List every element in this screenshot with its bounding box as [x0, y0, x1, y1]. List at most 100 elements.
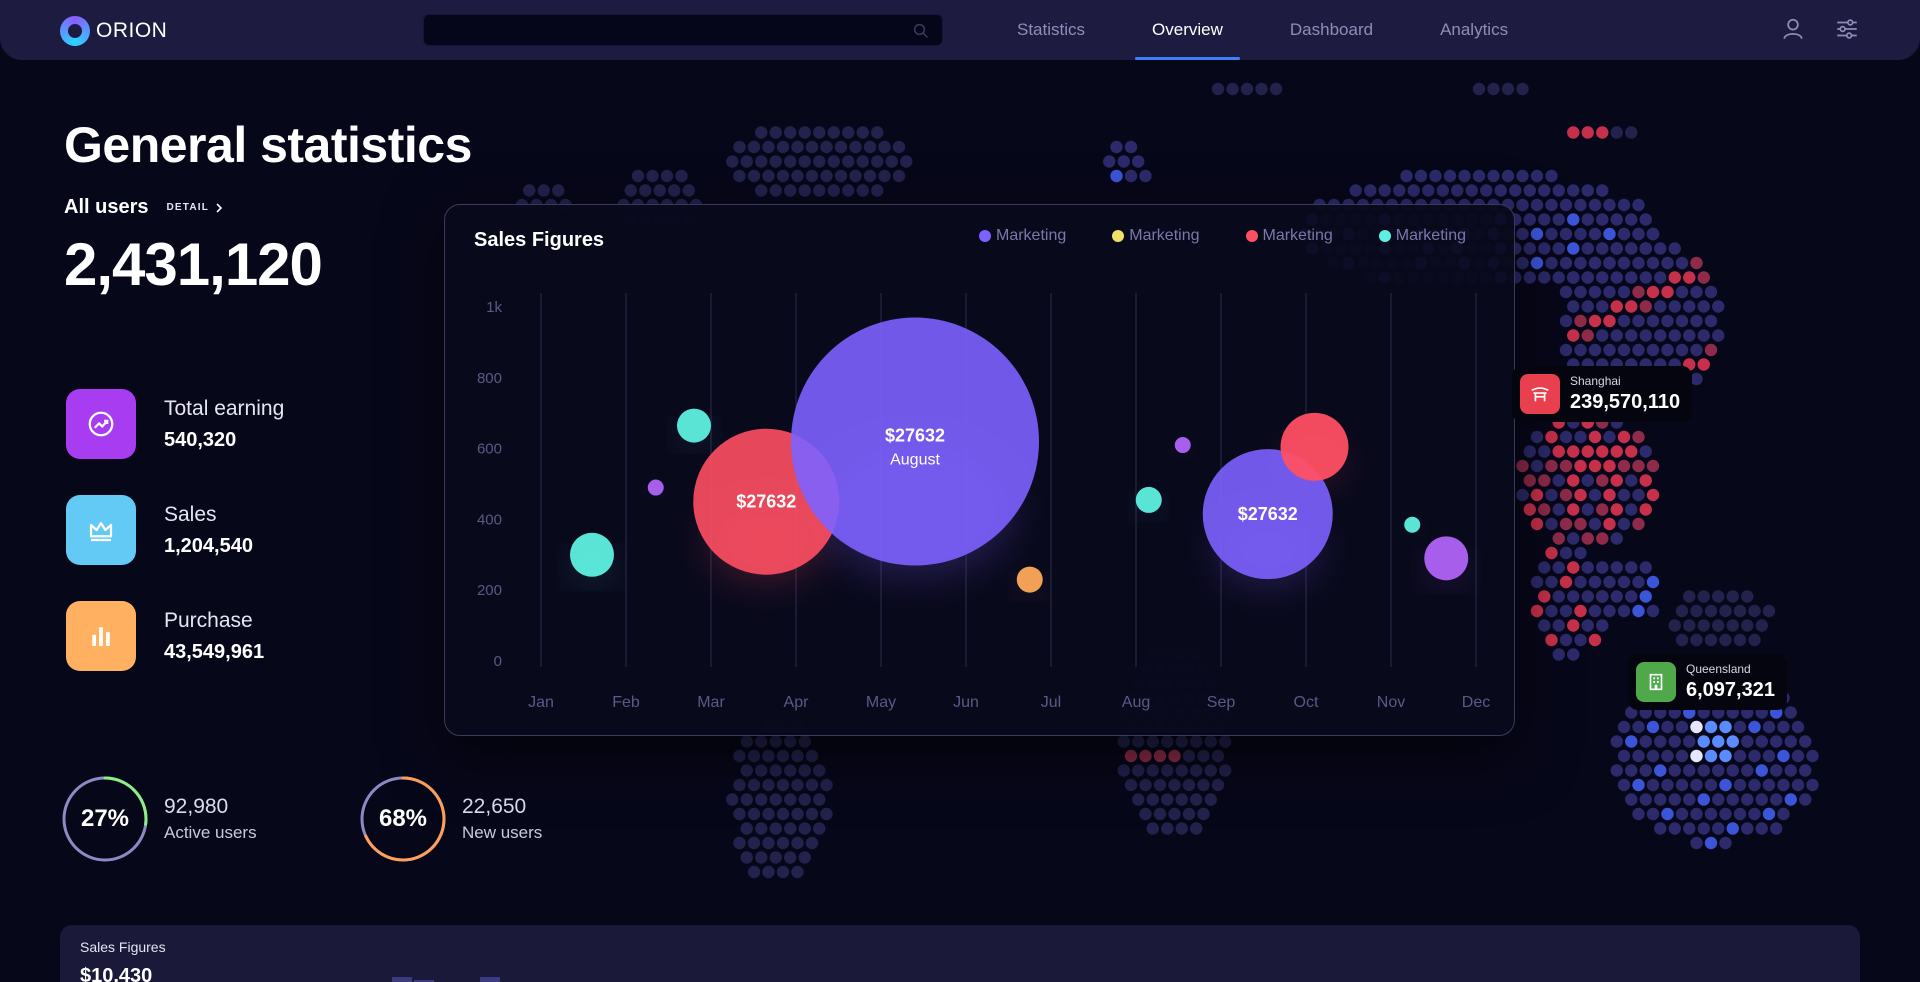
- map-cell: [1559, 430, 1573, 444]
- map-cell: [1545, 430, 1558, 444]
- map-cell: [1567, 590, 1580, 603]
- map-cell: [1741, 590, 1754, 603]
- map-cell: [1132, 793, 1145, 806]
- map-cell: [1741, 619, 1754, 632]
- tab-overview[interactable]: Overview: [1135, 0, 1240, 60]
- map-cell: [856, 184, 869, 197]
- bubble[interactable]: [570, 532, 614, 577]
- legend-dot: [1378, 230, 1391, 242]
- map-cell: [820, 778, 833, 792]
- map-cell: [1117, 735, 1130, 748]
- map-cell: [1748, 778, 1761, 792]
- map-cell: [762, 807, 775, 821]
- bubble-sublabel: August: [890, 452, 940, 469]
- map-cell: [1559, 343, 1573, 357]
- legend-item[interactable]: Marketing: [1112, 227, 1200, 245]
- legend-item[interactable]: Marketing: [1378, 227, 1466, 245]
- map-cell: [1632, 749, 1645, 763]
- y-tick-label: 200: [477, 582, 502, 599]
- map-cell: [1654, 822, 1667, 835]
- legend-label: Marketing: [996, 227, 1067, 244]
- map-cell: [1748, 807, 1761, 821]
- bubble[interactable]: [1404, 516, 1421, 533]
- bubble[interactable]: [1016, 566, 1043, 593]
- callout-icon-tile: [1636, 662, 1676, 702]
- map-cell: [1610, 213, 1623, 226]
- map-cell: [1269, 82, 1283, 96]
- legend-item[interactable]: Marketing: [979, 227, 1066, 245]
- crown-icon: [89, 522, 113, 542]
- bubble[interactable]: [1424, 536, 1469, 581]
- map-cell: [1654, 793, 1667, 806]
- map-cell: [1639, 329, 1652, 342]
- map-cell: [1777, 720, 1790, 734]
- map-cell: [747, 140, 761, 154]
- bubble[interactable]: [1202, 449, 1333, 580]
- map-cell: [1610, 532, 1623, 545]
- map-cell: [1704, 807, 1718, 821]
- map-cell: [1617, 604, 1631, 618]
- map-cell: [1567, 184, 1580, 197]
- map-cell: [1567, 474, 1580, 487]
- map-cell: [1364, 184, 1377, 197]
- map-cell: [1574, 575, 1587, 589]
- map-cell: [1516, 82, 1529, 96]
- map-cell: [813, 184, 826, 197]
- map-cell: [1161, 822, 1174, 835]
- search-icon[interactable]: [912, 22, 930, 40]
- top-navigation-bar: ORION Statistics Overview Dashboard Anal…: [0, 0, 1920, 60]
- map-cell: [1661, 807, 1674, 821]
- tab-dashboard[interactable]: Dashboard: [1289, 20, 1374, 39]
- bubble[interactable]: [791, 317, 1039, 566]
- location-callout-shanghai[interactable]: Shanghai 239,570,110: [1512, 366, 1693, 422]
- map-cell: [1545, 604, 1558, 618]
- bubble[interactable]: [1174, 437, 1191, 454]
- map-cell: [791, 836, 804, 850]
- bubble[interactable]: [677, 408, 711, 443]
- map-cell: [791, 140, 804, 154]
- map-cell: [1400, 169, 1413, 183]
- callout-value: 6,097,321: [1686, 679, 1775, 701]
- tab-statistics[interactable]: Statistics: [1017, 20, 1086, 39]
- map-cell: [1755, 764, 1768, 777]
- map-cell: [1639, 561, 1652, 574]
- legend-dot: [1245, 230, 1258, 242]
- bubble[interactable]: [1135, 486, 1162, 513]
- bubble[interactable]: [1280, 412, 1349, 481]
- map-cell: [1625, 793, 1638, 806]
- map-cell: [1567, 561, 1580, 574]
- bubble[interactable]: [647, 479, 664, 496]
- map-cell: [1219, 764, 1232, 777]
- map-cell: [1516, 169, 1529, 183]
- map-cell: [755, 764, 768, 777]
- map-cell: [1697, 300, 1710, 313]
- map-cell: [1748, 749, 1761, 763]
- map-cell: [1668, 300, 1681, 313]
- map-cell: [1668, 619, 1681, 632]
- map-cell: [747, 749, 761, 763]
- x-tick-label: May: [866, 694, 896, 711]
- callout-city: Queensland: [1686, 662, 1751, 676]
- search-input[interactable]: [423, 14, 943, 46]
- map-cell: [1574, 517, 1587, 531]
- detail-link[interactable]: DETAIL: [166, 202, 223, 213]
- map-cell: [1596, 590, 1609, 603]
- map-cell: [1625, 590, 1638, 603]
- tab-analytics[interactable]: Analytics: [1440, 20, 1509, 39]
- legend-item[interactable]: Marketing: [1245, 227, 1333, 245]
- map-cell: [1581, 184, 1594, 197]
- map-cell: [1574, 256, 1587, 270]
- sliders-icon[interactable]: [1834, 16, 1860, 42]
- map-cell: [1617, 575, 1631, 589]
- location-callout-queensland[interactable]: Queensland 6,097,321: [1628, 654, 1787, 710]
- callout-icon-tile: [1520, 374, 1560, 414]
- map-cell: [1603, 459, 1616, 473]
- map-cell: [762, 140, 775, 154]
- user-icon[interactable]: [1780, 16, 1806, 42]
- map-cell: [1552, 445, 1565, 458]
- map-cell: [1639, 793, 1652, 806]
- all-users-label: All users: [64, 196, 149, 218]
- map-cell: [1530, 604, 1544, 618]
- map-cell: [1632, 517, 1645, 531]
- logo[interactable]: ORION: [60, 16, 167, 46]
